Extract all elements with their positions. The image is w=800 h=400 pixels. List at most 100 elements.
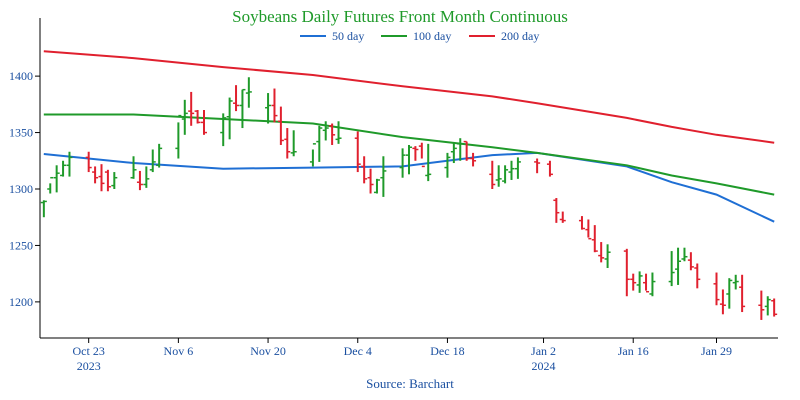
ohlc-bar — [514, 157, 521, 179]
ohlc-bar — [412, 146, 419, 161]
ohlc-bar — [130, 156, 137, 179]
y-tick-label: 1250 — [9, 238, 33, 252]
y-tick-label: 1300 — [9, 182, 33, 196]
ohlc-bar — [40, 200, 47, 218]
ohlc-bar — [406, 144, 412, 175]
x-tick-year-label: 2023 — [77, 359, 101, 373]
y-tick-label: 1400 — [9, 69, 33, 83]
x-tick-label: Jan 29 — [701, 344, 732, 358]
ohlc-bar — [60, 160, 67, 177]
ohlc-bar — [489, 160, 496, 189]
ohlc-bar — [508, 160, 515, 180]
ohlc-bar — [361, 156, 368, 184]
ohlc-bar — [668, 251, 675, 287]
ohlc-bar — [732, 274, 739, 290]
ohlc-bar — [687, 252, 694, 271]
ohlc-bar — [643, 273, 650, 293]
ohlc-bar — [104, 169, 111, 192]
ohlc-bar — [226, 97, 233, 140]
ohlc-bar — [284, 128, 291, 159]
y-tick-label: 1200 — [9, 295, 33, 309]
ohlc-bar — [143, 166, 150, 188]
ohlc-bar — [502, 165, 509, 184]
x-tick-year-label: 2024 — [532, 359, 556, 373]
x-tick-label: Jan 2 — [531, 344, 556, 358]
ohlc-bar — [111, 172, 118, 189]
ohlc-bar — [277, 106, 284, 145]
y-tick-label: 1350 — [9, 126, 33, 140]
ohlc-bar — [271, 88, 278, 123]
legend-label: 200 day — [501, 29, 539, 43]
ohlc-bar — [649, 272, 656, 297]
ohlc-bar — [681, 247, 688, 262]
x-tick-label: Nov 6 — [164, 344, 194, 358]
ohlc-bar — [630, 273, 637, 291]
ohlc-bar — [534, 158, 541, 174]
ohlc-bar — [322, 121, 329, 141]
x-tick-label: Nov 20 — [250, 344, 286, 358]
ohlc-bar — [265, 93, 272, 124]
ohlc-bar — [771, 298, 778, 317]
x-tick-label: Jan 16 — [618, 344, 649, 358]
ohlc-bar — [553, 198, 560, 223]
x-tick-label: Dec 4 — [344, 344, 372, 358]
ohlc-bar — [329, 123, 336, 145]
ohlc-bar — [604, 244, 611, 269]
ohlc-bar — [713, 272, 720, 306]
ohlc-bar — [546, 160, 553, 177]
ohlc-bar — [354, 131, 361, 173]
ohlc-bar — [239, 88, 246, 129]
ohlc-bar — [201, 109, 207, 135]
ohlc-bar — [463, 140, 470, 161]
ohlc-bar — [156, 143, 163, 168]
ohlc-bar — [290, 130, 297, 157]
ohlc-bar — [233, 85, 240, 112]
ohlc-bar — [245, 77, 252, 108]
ohlc-bar — [739, 274, 746, 313]
ohlc-bar — [47, 176, 54, 194]
ohlc-bar — [719, 289, 726, 315]
ma-line-200-day — [43, 50, 775, 144]
ohlc-bar — [175, 114, 182, 159]
ohlc-bar — [418, 142, 425, 168]
x-tick-label: Dec 18 — [430, 344, 464, 358]
ohlc-bar — [373, 178, 380, 194]
ohlc-bar — [585, 219, 592, 240]
ohlc-bar — [335, 121, 342, 144]
ohlc-bar — [457, 138, 464, 161]
ohlc-bar — [495, 165, 502, 187]
ohlc-bar — [53, 165, 60, 193]
ohlc-bar — [149, 149, 156, 173]
legend-label: 50 day — [332, 29, 364, 43]
ma-line-100-day — [43, 113, 775, 196]
ma-line-50-day — [43, 151, 775, 223]
ohlc-bar — [470, 152, 477, 167]
ohlc-bar — [694, 263, 701, 289]
ohlc-bar — [380, 156, 387, 197]
ohlc-bar — [559, 211, 566, 223]
ohlc-bar — [726, 278, 733, 309]
legend: 50 day 100 day 200 day — [300, 29, 539, 43]
ohlc-bar — [309, 143, 316, 167]
legend-label: 100 day — [413, 29, 451, 43]
ohlc-bar — [623, 248, 630, 297]
ohlc-bar — [425, 143, 432, 182]
ohlc-bar — [316, 125, 323, 162]
ohlc-bar — [764, 296, 771, 316]
ohlc-bar — [220, 113, 227, 147]
ohlc-bar — [598, 242, 605, 263]
chart-title: Soybeans Daily Futures Front Month Conti… — [232, 7, 568, 26]
ohlc-bar — [675, 247, 682, 285]
ohlc-bar — [367, 168, 374, 194]
ohlc-bar — [92, 166, 99, 184]
ohlc-bar — [636, 271, 643, 293]
ohlc-bar — [578, 216, 585, 230]
ohlc-bar — [758, 290, 765, 320]
price-bars — [40, 77, 778, 320]
ohlc-bar — [181, 99, 188, 135]
ohlc-bar — [136, 170, 143, 191]
ohlc-bar — [591, 225, 598, 253]
x-tick-label: Oct 23 — [73, 344, 105, 358]
